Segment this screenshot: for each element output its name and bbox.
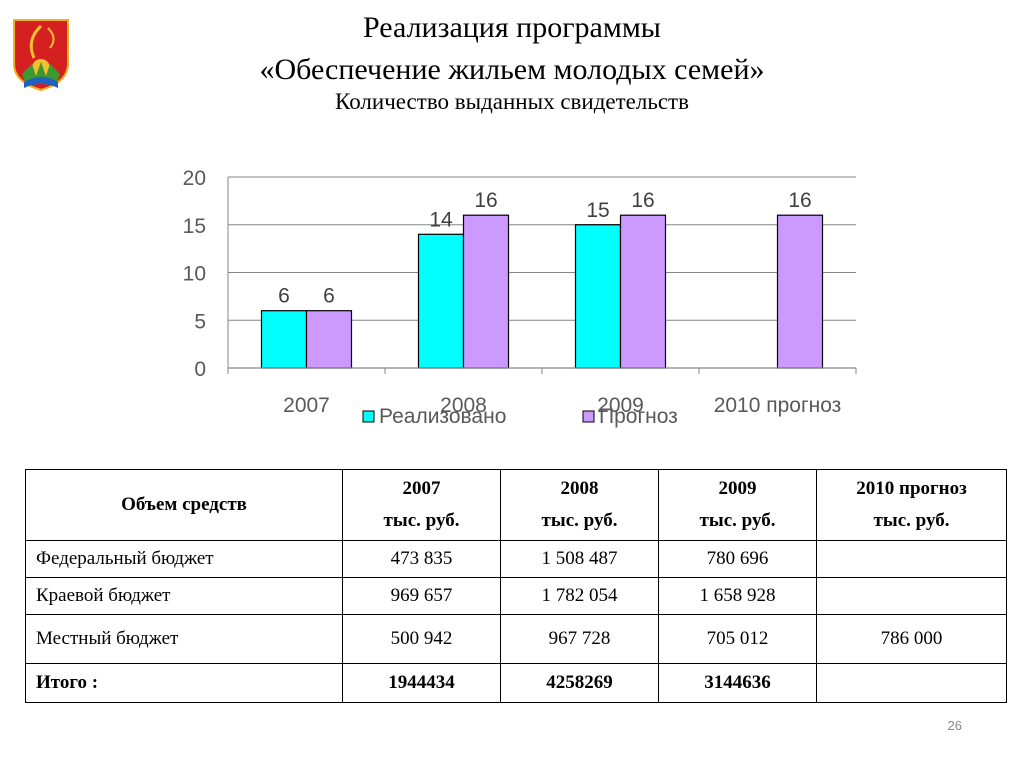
table-cell: 969 657 xyxy=(342,577,501,615)
table-cell: 967 728 xyxy=(500,614,659,664)
x-tick-label: 2008 xyxy=(440,394,487,417)
data-label: 14 xyxy=(429,208,453,231)
bar xyxy=(462,214,510,369)
data-label: 16 xyxy=(474,189,497,212)
x-tick-label: 2007 xyxy=(283,394,330,417)
slide-title-line2: «Обеспечение жильем молодых семей» xyxy=(259,53,765,86)
data-label: 16 xyxy=(788,189,811,212)
data-label: 6 xyxy=(323,285,335,308)
x-tick-label: 2010 прогноз xyxy=(714,394,842,417)
table-row: Федеральный бюджет 473 835 1 508 487 780… xyxy=(25,540,1007,578)
table-cell: 705 012 xyxy=(658,614,817,664)
legend-swatch xyxy=(362,410,375,423)
total-cell: 4258269 xyxy=(500,663,659,703)
bar xyxy=(619,214,667,369)
total-cell: 3144636 xyxy=(658,663,817,703)
table-cell: 780 696 xyxy=(658,540,817,578)
bar xyxy=(574,224,622,369)
y-tick-label: 15 xyxy=(183,215,206,238)
table-cell: 473 835 xyxy=(342,540,501,578)
y-tick-label: 0 xyxy=(194,358,206,381)
legend-label: Прогноз xyxy=(599,405,678,428)
total-label: Итого : xyxy=(25,663,343,703)
data-label: 6 xyxy=(278,285,290,308)
table-total-row: Итого : 1944434 4258269 3144636 xyxy=(25,663,1007,703)
table-header-cell: 2009 тыс. руб. xyxy=(658,469,817,541)
table-cell: 1 508 487 xyxy=(500,540,659,578)
table-cell: 1 782 054 xyxy=(500,577,659,615)
page-number: 26 xyxy=(947,718,962,733)
total-cell: 1944434 xyxy=(342,663,501,703)
x-tick-label: 2009 xyxy=(597,394,644,417)
bar xyxy=(417,233,465,369)
bar xyxy=(305,310,353,369)
total-cell xyxy=(816,663,1007,703)
row-label: Федеральный бюджет xyxy=(25,540,343,578)
table-cell: 786 000 xyxy=(816,614,1007,664)
chart-subtitle: Количество выданных свидетельств xyxy=(335,89,689,114)
table-cell: 1 658 928 xyxy=(658,577,817,615)
legend-swatch xyxy=(582,410,595,423)
y-tick-label: 5 xyxy=(194,310,206,333)
table-header-cell: 2010 прогноз тыс. руб. xyxy=(816,469,1007,541)
table-header-cell: 2008 тыс. руб. xyxy=(500,469,659,541)
data-label: 15 xyxy=(586,199,609,222)
row-label: Краевой бюджет xyxy=(25,577,343,615)
bar-chart: 0 5 10 15 20 2007 6 6 2008 14 16 2009 15 16 2010 прогн… xyxy=(183,167,857,428)
bar xyxy=(776,214,824,369)
table-cell: 500 942 xyxy=(342,614,501,664)
slide-title-line1: Реализация программы xyxy=(363,11,661,44)
table-cell xyxy=(816,577,1007,615)
table-header-cell: 2007 тыс. руб. xyxy=(342,469,501,541)
table-header-label: Объем средств xyxy=(25,469,343,541)
row-label: Местный бюджет xyxy=(25,614,343,664)
y-tick-label: 20 xyxy=(183,167,206,190)
data-label: 16 xyxy=(631,189,654,212)
y-tick-label: 10 xyxy=(183,263,206,286)
coat-of-arms-icon xyxy=(13,19,69,92)
table-row: Местный бюджет 500 942 967 728 705 012 7… xyxy=(25,614,1007,664)
legend-label: Реализовано xyxy=(379,405,506,428)
table-header-row: Объем средств 2007 тыс. руб. 2008 тыс. руб… xyxy=(25,469,1007,541)
table-cell xyxy=(816,540,1007,578)
table-row: Краевой бюджет 969 657 1 782 054 1 658 9… xyxy=(25,577,1007,615)
bar xyxy=(260,310,308,369)
funds-table: Объем средств 2007 тыс. руб. 2008 тыс. руб… xyxy=(25,469,1007,703)
